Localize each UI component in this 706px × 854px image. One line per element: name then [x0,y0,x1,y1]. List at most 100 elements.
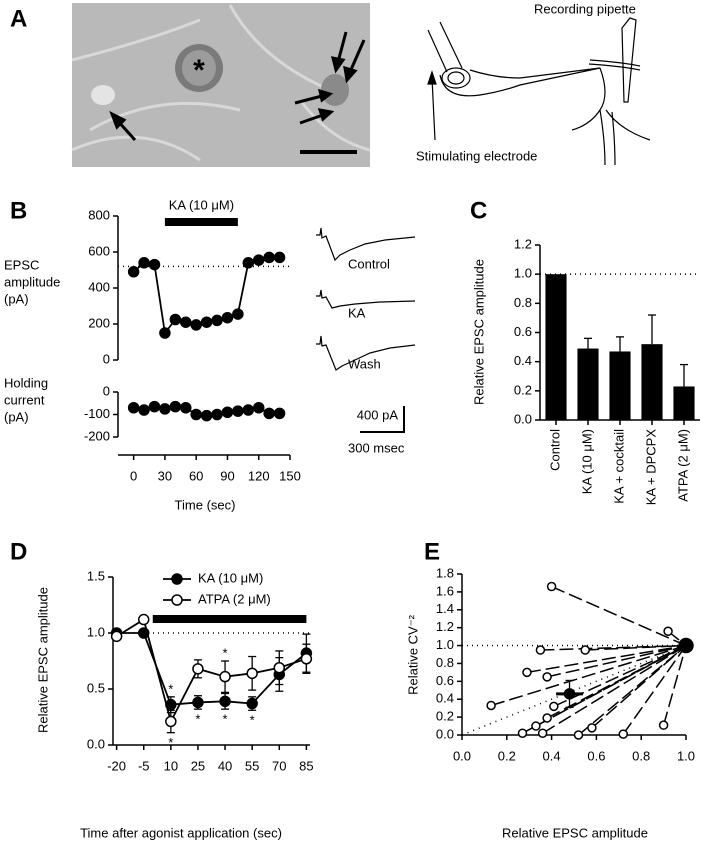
data-point [127,266,140,278]
data-point [232,405,244,417]
y-tick-label: 0.4 [514,353,532,368]
x-tick-label: 85 [299,758,313,773]
x-tick-label: 60 [189,468,203,483]
asterisk: * [193,54,205,87]
significance: * [250,713,255,728]
data-point [563,688,576,700]
y-tick-label: -200 [84,428,110,443]
data-point [169,400,182,413]
data-point [169,313,182,326]
data-point [537,728,548,738]
x-tick-label: 30 [158,468,172,483]
trace-label: KA [348,305,366,320]
bar [673,386,695,420]
y-tick-label: 1.0 [514,266,532,281]
data-point [219,695,231,708]
data-point [159,327,171,339]
recording-label: Recording pipette [534,1,636,16]
y-axis-label: (pA) [4,291,29,306]
stimulating-label: Stimulating electrode [416,148,537,163]
data-point [663,626,673,636]
data-point [148,400,161,413]
x-tick-label: KA + DPCPX [643,429,658,506]
y-tick-label: 1.5 [87,568,105,583]
data-point [221,311,234,324]
x-axis-label: Time (sec) [175,497,236,512]
spoke [662,645,687,726]
spoke [526,644,687,674]
y-axis-label: Relative CV⁻² [405,614,420,694]
bar [577,348,599,420]
x-tick-label: 90 [220,468,234,483]
data-point [190,319,202,331]
y-tick-label: 1.2 [436,619,454,634]
y-tick-label: 0 [103,383,110,398]
y-tick-label: 400 [88,279,110,294]
data-point [587,723,597,733]
x-tick-label: 25 [191,758,205,773]
y-axis-label: Relative EPSC amplitude [471,259,486,405]
spoke [585,644,687,651]
x-tick-label: 1.0 [677,748,695,763]
panel-label: E [424,538,440,565]
x-tick-label: 120 [248,468,270,483]
significance: * [223,712,228,727]
x-axis-label: Relative EPSC amplitude [502,825,648,840]
y-tick-label: 0.0 [514,411,532,426]
y-tick-label: 0.6 [436,673,454,688]
trace-label: Wash [348,356,381,371]
y-tick-label: 0.0 [87,736,105,751]
data-point [618,729,629,739]
panel-label: C [470,197,487,224]
trace-label: Control [348,256,390,271]
data-point [246,697,258,710]
diagram [427,17,651,166]
data-point [165,715,177,728]
y-tick-label: 200 [88,315,110,330]
y-tick-label: 600 [88,243,110,258]
y-tick-label: 800 [88,207,110,222]
data-point [542,713,552,723]
data-point [573,730,584,740]
data-point [137,613,150,626]
y-tick-label: 0.0 [436,726,454,741]
x-tick-label: 0.6 [587,748,605,763]
data-point [546,581,557,592]
data-point [221,406,234,418]
y-tick-label: 0.2 [436,709,454,724]
data-point [219,670,231,683]
x-tick-label: ATPA (2 μM) [675,429,690,502]
y-tick-label: 1.4 [436,601,454,616]
y-axis-label: current [4,392,45,407]
data-point [531,721,541,731]
data-point [242,257,255,269]
data-point [180,316,192,328]
y-axis-label: Relative EPSC amplitude [35,587,50,733]
spoke [578,644,687,736]
data-point [252,402,265,414]
data-point [138,257,150,269]
x-tick-label: 55 [245,758,259,773]
y-tick-label: 0.8 [436,655,454,670]
y-tick-label: 0 [103,351,110,366]
data-point [522,667,532,678]
y-tick-label: 0.6 [514,324,532,339]
x-tick-label: KA + cocktail [611,429,626,504]
scale-current: 400 pA [357,407,399,422]
panel-label: D [10,538,27,565]
traces [316,227,416,433]
significance: * [168,735,173,750]
y-tick-label: 0.2 [514,382,532,397]
y-tick-label: 1.8 [436,565,454,580]
y-axis-label: EPSC [4,257,39,272]
y-axis-label: (pA) [4,409,29,424]
spoke [542,644,687,734]
data-point [127,402,140,414]
significance: * [168,681,173,696]
x-tick-label: Control [547,429,562,471]
data-point [180,402,192,414]
y-tick-label: 1.2 [514,236,532,251]
x-tick-label: 0.2 [498,748,516,763]
